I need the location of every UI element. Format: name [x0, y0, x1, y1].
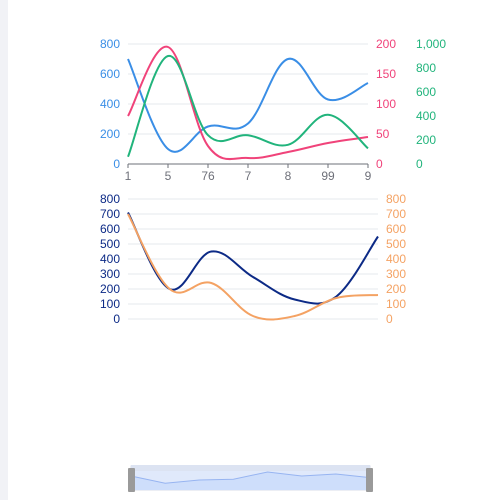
y-tick-label-left: 400 [100, 252, 120, 266]
zoom-handle-right[interactable] [366, 468, 373, 492]
y-tick-label-left: 700 [100, 207, 120, 221]
x-tick-label: 1 [125, 169, 132, 183]
series-line-3 [127, 55, 369, 158]
y-tick-label-right: 400 [386, 252, 406, 266]
series-line-1 [127, 212, 379, 305]
y-tick-label-right: 800 [386, 192, 406, 206]
y-tick-label-right2: 600 [416, 85, 436, 99]
x-tick-label: 9 [365, 169, 372, 183]
y-tick-label-right: 600 [386, 222, 406, 236]
y-tick-label-right: 100 [386, 297, 406, 311]
zoom-slider[interactable] [128, 465, 373, 492]
y-tick-label-right1: 150 [376, 67, 396, 81]
x-tick-label: 99 [321, 169, 335, 183]
x-tick-label: 8 [285, 169, 292, 183]
y-tick-label-left: 600 [100, 67, 120, 81]
x-tick-label: 76 [201, 169, 215, 183]
y-tick-label-right2: 400 [416, 109, 436, 123]
y-tick-label-left: 200 [100, 127, 120, 141]
y-tick-label-left: 400 [100, 97, 120, 111]
y-tick-label-left: 100 [100, 297, 120, 311]
x-tick-label: 7 [245, 169, 252, 183]
y-tick-label-right1: 0 [376, 157, 383, 171]
zoom-handle-left[interactable] [128, 468, 135, 492]
y-tick-label-left: 500 [100, 237, 120, 251]
series-line-2 [127, 213, 379, 321]
left-rail [0, 0, 8, 500]
y-tick-label-left: 800 [100, 192, 120, 206]
y-tick-label-left: 200 [100, 282, 120, 296]
series-line-2 [127, 45, 369, 161]
y-tick-label-right2: 0 [416, 157, 423, 171]
y-tick-label-right1: 100 [376, 97, 396, 111]
y-tick-label-right: 300 [386, 267, 406, 281]
series-line-1 [127, 57, 369, 153]
y-tick-label-right2: 800 [416, 61, 436, 75]
chart-bottom: 0100200300400500600700800010020030040050… [100, 192, 406, 326]
y-tick-label-right: 500 [386, 237, 406, 251]
y-tick-label-right2: 200 [416, 133, 436, 147]
chart-top: 1 5 76 7 8 99 90200400600800050100150200020040… [100, 37, 446, 183]
y-tick-label-right1: 50 [376, 127, 390, 141]
y-tick-label-left: 0 [113, 312, 120, 326]
zoom-preview-line [130, 471, 371, 484]
y-tick-label-left: 600 [100, 222, 120, 236]
y-tick-label-left: 300 [100, 267, 120, 281]
y-tick-label-right1: 200 [376, 37, 396, 51]
y-tick-label-right: 200 [386, 282, 406, 296]
y-tick-label-left: 800 [100, 37, 120, 51]
y-tick-label-right2: 1,000 [416, 37, 446, 51]
zoom-move-bar[interactable] [131, 465, 370, 471]
y-tick-label-right: 700 [386, 207, 406, 221]
zoom-preview-area [131, 472, 370, 490]
x-tick-label: 5 [165, 169, 172, 183]
y-tick-label-left: 0 [113, 157, 120, 171]
y-tick-label-right: 0 [386, 312, 393, 326]
